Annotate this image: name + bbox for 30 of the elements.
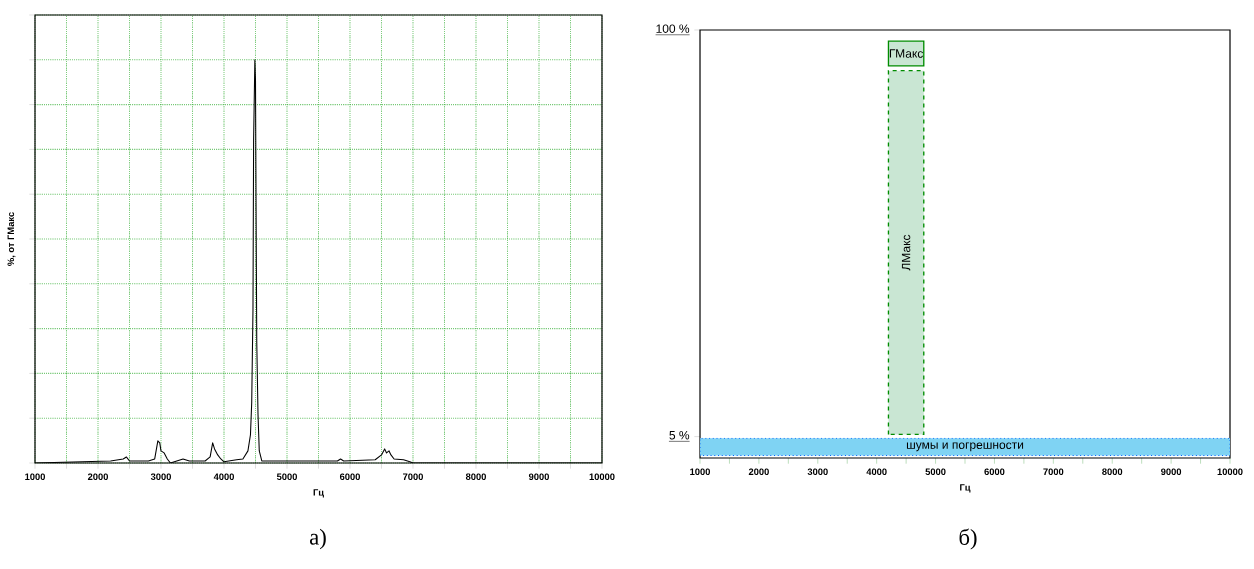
x-tick-label: 1000 <box>25 473 45 480</box>
x-tick-label: 7000 <box>403 473 423 480</box>
x-tick-label: 9000 <box>1161 468 1182 475</box>
x-tick-label: 10000 <box>589 473 615 480</box>
x-tick-label: 4000 <box>213 473 234 480</box>
x-tick-label: 3000 <box>150 473 171 481</box>
x-tick-label: 2000 <box>748 468 769 475</box>
x-tick-label: 8000 <box>465 473 486 480</box>
x-tick-label: 5000 <box>276 473 297 480</box>
y-tick-label: 5 % <box>669 431 690 440</box>
x-tick-label: 6000 <box>339 473 360 480</box>
band-label: шумы и погрешности <box>906 442 1024 452</box>
x-tick-label: 7000 <box>1043 468 1064 475</box>
x-tick-label: 4000 <box>866 468 887 475</box>
x-tick-label: 6000 <box>984 468 1005 475</box>
x-tick-label: 8000 <box>1102 468 1123 475</box>
x-axis-title: Гц <box>960 484 971 493</box>
x-tick-label: 1000 <box>690 468 710 475</box>
x-tick-label: 3000 <box>807 468 828 476</box>
x-tick-label: 5000 <box>925 468 946 475</box>
text: а) <box>309 528 326 550</box>
y-tick-label: 100 % <box>656 24 690 33</box>
y-axis-title: %, от ГМакс <box>7 212 16 266</box>
series-label: ЛМакс <box>901 234 911 271</box>
text: б) <box>959 528 977 550</box>
series-label: ГМакс <box>889 49 924 58</box>
x-tick-label: 9000 <box>528 473 549 480</box>
x-tick-label: 10000 <box>1217 468 1243 475</box>
x-tick-label: 2000 <box>87 473 108 480</box>
x-axis-title: Гц <box>313 489 324 498</box>
